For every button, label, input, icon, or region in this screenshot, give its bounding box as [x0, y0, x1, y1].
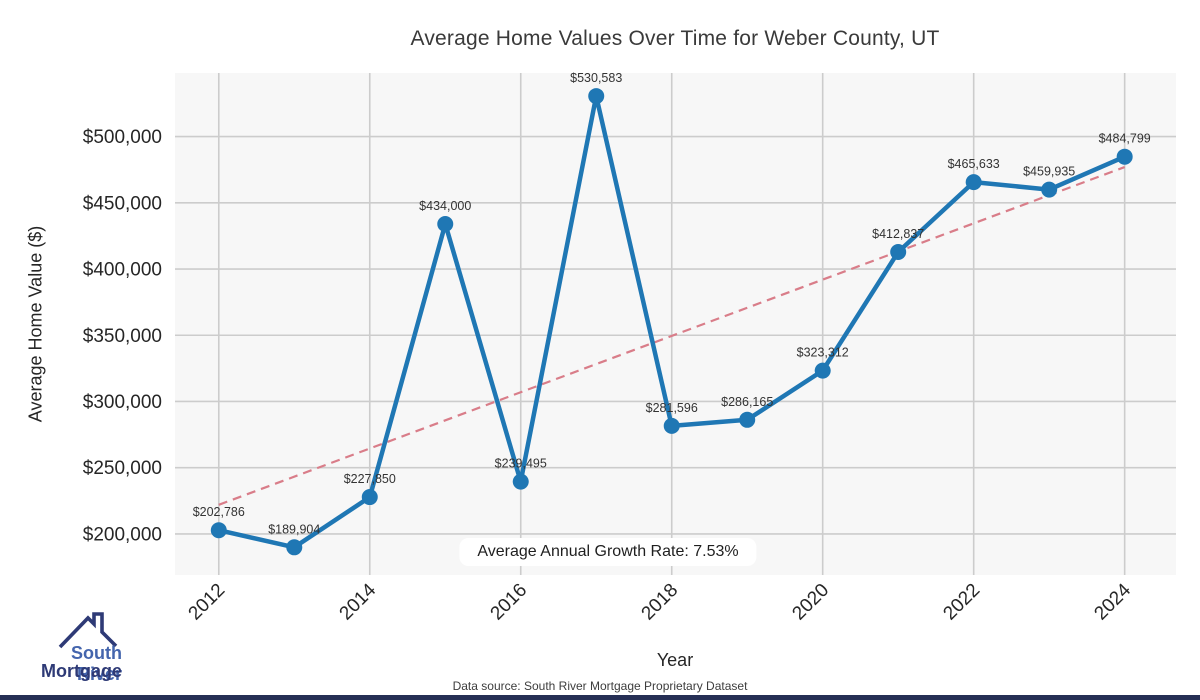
data-point-label: $484,799 [1099, 132, 1151, 146]
data-point-label: $227,850 [344, 472, 396, 486]
x-tick-label: 2022 [939, 580, 984, 625]
data-point-marker [512, 473, 529, 490]
logo-text-south-river: South River [71, 643, 122, 684]
x-tick-label: 2024 [1090, 579, 1135, 624]
data-point-marker [890, 244, 907, 261]
data-point-label: $202,786 [193, 505, 245, 519]
data-point-marker [1041, 181, 1058, 198]
data-source-note: Data source: South River Mortgage Propri… [452, 679, 748, 693]
data-point-label: $530,583 [570, 71, 622, 85]
data-point-marker [739, 411, 756, 428]
data-point-label: $286,165 [721, 395, 773, 409]
trend-line [218, 166, 1126, 506]
data-point-label: $323,312 [797, 346, 849, 360]
data-point-marker [1116, 148, 1133, 165]
y-tick-label: $500,000 [83, 127, 162, 148]
data-point-marker [663, 417, 680, 434]
y-tick-label: $300,000 [83, 392, 162, 413]
y-tick-label: $450,000 [83, 193, 162, 214]
house-roof-icon [58, 612, 118, 649]
data-point-label: $459,935 [1023, 165, 1075, 179]
plot-area [175, 73, 1176, 575]
data-point-marker [286, 539, 303, 556]
x-tick-label: 2016 [487, 580, 532, 625]
x-tick-label: 2018 [638, 580, 683, 625]
x-tick-label: 2020 [788, 580, 833, 625]
data-point-label: $412,837 [872, 227, 924, 241]
growth-rate-annotation: Average Annual Growth Rate: 7.53% [459, 538, 757, 566]
data-point-marker [361, 489, 378, 506]
y-tick-label: $400,000 [83, 260, 162, 281]
y-tick-label: $200,000 [83, 524, 162, 545]
data-point-marker [210, 522, 227, 539]
data-point-marker [437, 215, 454, 232]
y-tick-label: $250,000 [83, 458, 162, 479]
bottom-bar [0, 695, 1200, 700]
data-point-marker [588, 88, 605, 105]
data-point-marker [965, 174, 982, 191]
x-axis-label: Year [656, 650, 694, 670]
y-tick-label: $350,000 [83, 326, 162, 347]
data-point-label: $189,904 [268, 522, 320, 536]
data-point-label: $281,596 [646, 401, 698, 415]
x-tick-label: 2014 [336, 579, 381, 624]
chart-title: Average Home Values Over Time for Weber … [410, 27, 940, 50]
data-point-label: $434,000 [419, 199, 471, 213]
x-tick-label: 2012 [185, 580, 230, 625]
data-point-marker [814, 362, 831, 379]
data-point-label: $239,495 [495, 457, 547, 471]
logo-text-mortgage: Mortgage [41, 661, 122, 681]
data-point-label: $465,633 [948, 157, 1000, 171]
